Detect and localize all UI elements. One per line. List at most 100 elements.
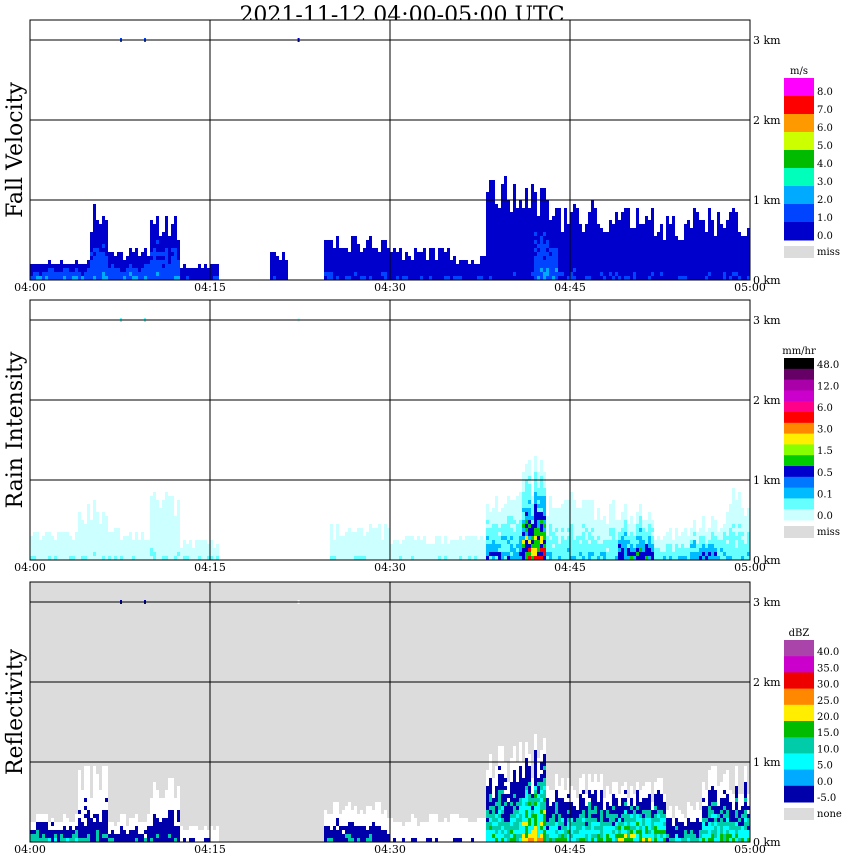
heatmap-cell [156, 794, 159, 798]
heatmap-cell [60, 272, 63, 276]
heatmap-cell [159, 536, 162, 540]
heatmap-cell [699, 236, 702, 240]
heatmap-cell [78, 782, 81, 786]
heatmap-cell [498, 240, 501, 244]
heatmap-cell [471, 264, 474, 268]
heatmap-cell [144, 264, 147, 268]
heatmap-cell [693, 528, 696, 532]
heatmap-cell [729, 224, 732, 228]
heatmap-cell [615, 556, 618, 560]
heatmap-cell [648, 516, 651, 520]
heatmap-cell [471, 268, 474, 272]
heatmap-cell [147, 268, 150, 272]
heatmap-cell [348, 264, 351, 268]
heatmap-cell [651, 268, 654, 272]
heatmap-cell [72, 272, 75, 276]
heatmap-cell [360, 552, 363, 556]
heatmap-cell [540, 204, 543, 208]
heatmap-cell [168, 520, 171, 524]
heatmap-cell [717, 532, 720, 536]
heatmap-cell [717, 268, 720, 272]
heatmap-cell [150, 532, 153, 536]
heatmap-cell [96, 516, 99, 520]
heatmap-cell [732, 548, 735, 552]
heatmap-cell [528, 480, 531, 484]
heatmap-cell [510, 236, 513, 240]
heatmap-cell [744, 548, 747, 552]
heatmap-cell [708, 240, 711, 244]
heatmap-cell [435, 264, 438, 268]
heatmap-cell [141, 548, 144, 552]
heatmap-cell [45, 830, 48, 834]
heatmap-cell [378, 528, 381, 532]
heatmap-cell [492, 236, 495, 240]
heatmap-cell [579, 516, 582, 520]
heatmap-cell [717, 548, 720, 552]
heatmap-cell [678, 276, 681, 280]
heatmap-cell [681, 536, 684, 540]
heatmap-cell [588, 212, 591, 216]
heatmap-cell [51, 818, 54, 822]
heatmap-cell [156, 826, 159, 830]
heatmap-cell [495, 224, 498, 228]
heatmap-cell [546, 212, 549, 216]
heatmap-cell [501, 544, 504, 548]
heatmap-cell [486, 224, 489, 228]
heatmap-cell [534, 464, 537, 468]
heatmap-cell [693, 240, 696, 244]
heatmap-cell [480, 552, 483, 556]
heatmap-cell [690, 232, 693, 236]
heatmap-cell [87, 770, 90, 774]
heatmap-cell [552, 544, 555, 548]
heatmap-cell [621, 272, 624, 276]
heatmap-cell [201, 540, 204, 544]
heatmap-cell [141, 540, 144, 544]
heatmap-cell [510, 212, 513, 216]
heatmap-cell [432, 272, 435, 276]
heatmap-cell [99, 822, 102, 826]
heatmap-cell [702, 268, 705, 272]
heatmap-cell [147, 276, 150, 280]
heatmap-cell [96, 794, 99, 798]
heatmap-cell [342, 548, 345, 552]
heatmap-cell [735, 548, 738, 552]
heatmap-cell [174, 540, 177, 544]
heatmap-cell [192, 552, 195, 556]
heatmap-cell [45, 838, 48, 842]
heatmap-cell [546, 264, 549, 268]
heatmap-cell [183, 830, 186, 834]
heatmap-cell [561, 240, 564, 244]
heatmap-cell [582, 556, 585, 560]
heatmap-cell [591, 500, 594, 504]
heatmap-cell [435, 540, 438, 544]
heatmap-cell [75, 818, 78, 822]
heatmap-cell [342, 552, 345, 556]
heatmap-cell [135, 272, 138, 276]
heatmap-cell [669, 228, 672, 232]
heatmap-cell [216, 548, 219, 552]
heatmap-cell [612, 536, 615, 540]
heatmap-cell [72, 838, 75, 842]
heatmap-cell [30, 556, 33, 560]
heatmap-cell [372, 256, 375, 260]
heatmap-cell [702, 520, 705, 524]
heatmap-cell [399, 276, 402, 280]
heatmap-cell [561, 268, 564, 272]
heatmap-cell [363, 272, 366, 276]
heatmap-cell [393, 264, 396, 268]
heatmap-cell [330, 818, 333, 822]
heatmap-cell [618, 556, 621, 560]
heatmap-cell [624, 520, 627, 524]
heatmap-cell [588, 540, 591, 544]
heatmap-cell [93, 260, 96, 264]
heatmap-cell [666, 272, 669, 276]
x-tick-label: 04:00 [14, 281, 46, 294]
heatmap-cell [165, 822, 168, 826]
heatmap-cell [150, 248, 153, 252]
heatmap-cell [138, 826, 141, 830]
heatmap-cell [462, 556, 465, 560]
heatmap-cell [570, 268, 573, 272]
heatmap-cell [360, 548, 363, 552]
heatmap-cell [357, 556, 360, 560]
heatmap-cell [330, 248, 333, 252]
